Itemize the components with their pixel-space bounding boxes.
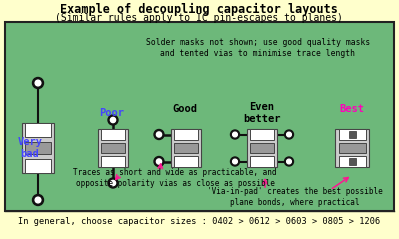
Circle shape xyxy=(231,157,239,166)
Text: Poor: Poor xyxy=(99,108,124,118)
Circle shape xyxy=(154,130,164,140)
Bar xyxy=(250,129,274,140)
Circle shape xyxy=(111,180,116,186)
Bar xyxy=(335,129,369,167)
Bar xyxy=(338,129,365,140)
Bar xyxy=(338,156,365,167)
Text: Solder masks not shown; use good quality masks
and tented vias to minimise trace: Solder masks not shown; use good quality… xyxy=(146,38,370,58)
Bar xyxy=(25,123,51,137)
Text: Good: Good xyxy=(172,104,198,114)
Text: Traces as short and wide as practicable, and
opposite polarity vias as close as : Traces as short and wide as practicable,… xyxy=(73,168,277,188)
Circle shape xyxy=(111,117,116,123)
Bar xyxy=(101,156,125,167)
Circle shape xyxy=(32,195,43,206)
Bar xyxy=(247,129,277,167)
Bar xyxy=(98,129,128,167)
Circle shape xyxy=(286,132,291,137)
Bar xyxy=(348,158,356,165)
Circle shape xyxy=(35,80,41,86)
Bar xyxy=(174,129,198,140)
Circle shape xyxy=(284,157,294,166)
Circle shape xyxy=(156,132,162,137)
Bar xyxy=(5,22,394,211)
Bar xyxy=(5,211,394,234)
Bar xyxy=(101,143,125,153)
Circle shape xyxy=(286,159,291,164)
Bar xyxy=(25,159,51,173)
Bar xyxy=(171,129,201,167)
Bar xyxy=(338,143,365,153)
Text: Very
bad: Very bad xyxy=(18,137,43,159)
Bar xyxy=(174,143,198,153)
Circle shape xyxy=(231,130,239,139)
Text: In general, choose capacitor sizes : 0402 > 0612 > 0603 > 0805 > 1206: In general, choose capacitor sizes : 040… xyxy=(18,217,380,227)
Circle shape xyxy=(233,159,237,164)
Bar xyxy=(348,131,356,138)
Bar xyxy=(174,156,198,167)
Circle shape xyxy=(35,197,41,203)
Circle shape xyxy=(108,115,118,125)
Circle shape xyxy=(154,157,164,167)
Circle shape xyxy=(108,178,118,188)
Text: Even
better: Even better xyxy=(243,102,281,124)
Circle shape xyxy=(233,132,237,137)
Bar xyxy=(250,156,274,167)
Circle shape xyxy=(284,130,294,139)
Bar xyxy=(22,123,54,173)
Bar xyxy=(25,142,51,154)
Bar xyxy=(101,129,125,140)
Text: (Similar rules apply to IC pin-escapes to planes): (Similar rules apply to IC pin-escapes t… xyxy=(55,13,343,23)
Text: 'Via-in-pad' creates the best possible
plane bonds, where practical: 'Via-in-pad' creates the best possible p… xyxy=(207,187,383,207)
Circle shape xyxy=(32,77,43,88)
Text: Best: Best xyxy=(340,104,365,114)
Text: Example of decoupling capacitor layouts: Example of decoupling capacitor layouts xyxy=(60,2,338,16)
Circle shape xyxy=(156,159,162,164)
Bar xyxy=(250,143,274,153)
